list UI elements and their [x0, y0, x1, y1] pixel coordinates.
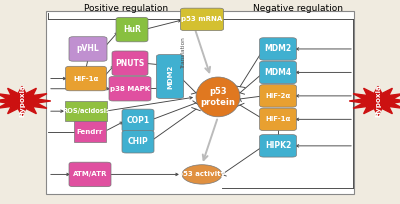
Text: p38 MAPK: p38 MAPK — [110, 86, 150, 92]
Text: HIPK2: HIPK2 — [265, 141, 291, 150]
FancyBboxPatch shape — [260, 135, 296, 157]
Ellipse shape — [182, 165, 222, 184]
FancyBboxPatch shape — [156, 55, 184, 99]
Text: ROS/acidosis: ROS/acidosis — [62, 108, 110, 114]
FancyBboxPatch shape — [112, 51, 148, 75]
Text: HuR: HuR — [123, 25, 141, 34]
Text: PNUTS: PNUTS — [115, 59, 145, 68]
Text: MDM4: MDM4 — [264, 68, 292, 77]
Text: Positive regulation: Positive regulation — [84, 4, 168, 13]
Text: pVHL: pVHL — [77, 44, 99, 53]
FancyBboxPatch shape — [46, 11, 354, 194]
Text: Hypoxia: Hypoxia — [19, 84, 25, 118]
FancyBboxPatch shape — [122, 109, 154, 132]
FancyBboxPatch shape — [74, 121, 106, 142]
Text: Hypoxia: Hypoxia — [375, 84, 381, 118]
FancyBboxPatch shape — [69, 162, 111, 187]
Text: p53
protein: p53 protein — [200, 87, 236, 107]
FancyBboxPatch shape — [260, 85, 296, 107]
Text: CHIP: CHIP — [128, 137, 148, 146]
Text: HIF-2α: HIF-2α — [265, 93, 291, 99]
Text: HIF-1α: HIF-1α — [265, 116, 291, 122]
FancyBboxPatch shape — [69, 37, 107, 61]
Text: MDM2: MDM2 — [167, 64, 173, 89]
FancyBboxPatch shape — [260, 61, 296, 84]
Text: Fendrr: Fendrr — [77, 129, 103, 135]
FancyBboxPatch shape — [116, 17, 148, 42]
Text: HIF-1α: HIF-1α — [73, 75, 99, 82]
Polygon shape — [0, 86, 51, 116]
FancyBboxPatch shape — [66, 66, 106, 91]
Polygon shape — [349, 86, 400, 116]
FancyBboxPatch shape — [122, 131, 154, 153]
Ellipse shape — [196, 77, 240, 117]
Text: Negative regulation: Negative regulation — [253, 4, 343, 13]
FancyBboxPatch shape — [260, 108, 296, 131]
Text: p53 mRNA: p53 mRNA — [181, 16, 223, 22]
Text: p53 activity: p53 activity — [178, 171, 226, 177]
FancyBboxPatch shape — [180, 8, 224, 31]
FancyBboxPatch shape — [260, 38, 296, 60]
Text: COP1: COP1 — [126, 116, 150, 125]
Text: ATM/ATR: ATM/ATR — [73, 171, 107, 177]
Text: MDM2: MDM2 — [264, 44, 292, 53]
FancyBboxPatch shape — [109, 76, 151, 101]
Text: Translation: Translation — [181, 37, 186, 69]
FancyBboxPatch shape — [65, 101, 107, 121]
